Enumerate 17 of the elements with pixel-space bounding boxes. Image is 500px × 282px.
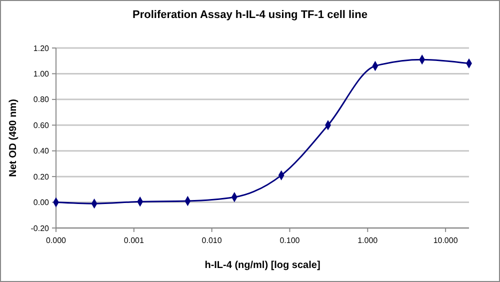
- x-tick-label: 10.000: [433, 236, 458, 245]
- x-tick-label: 0.100: [280, 236, 300, 245]
- y-tick-label: 0.40: [33, 146, 50, 156]
- y-tick-label: 0.60: [33, 120, 50, 130]
- x-tick-label: 0.000: [46, 236, 67, 245]
- y-axis-title: Net OD (490 nm): [8, 99, 19, 177]
- y-tick-label: 1.00: [33, 70, 50, 79]
- y-tick-label: 1.20: [33, 44, 50, 53]
- y-tick-label: 0.80: [33, 95, 50, 104]
- x-axis-title: h-IL-4 (ng/ml) [log scale]: [204, 260, 320, 271]
- x-tick-label: 0.001: [124, 236, 144, 245]
- y-tick-label: 0.00: [33, 198, 50, 208]
- y-tick-label: 0.20: [33, 172, 50, 182]
- x-tick-label: 0.010: [202, 236, 222, 245]
- y-tick-label: -0.20: [30, 224, 50, 233]
- chart-title: Proliferation Assay h-IL-4 using TF-1 cell line: [132, 9, 368, 21]
- x-tick-label: 1.000: [358, 236, 378, 245]
